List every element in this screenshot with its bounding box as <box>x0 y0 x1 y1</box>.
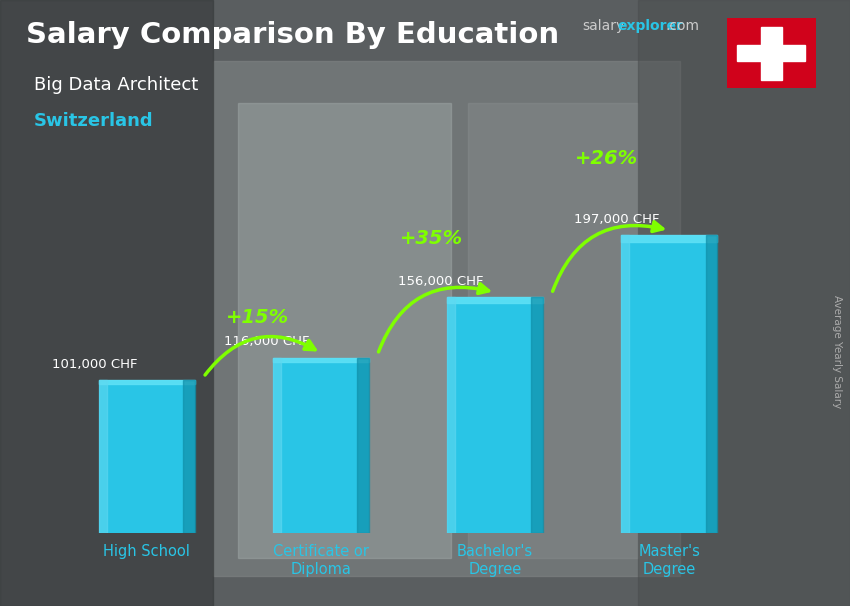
Text: 156,000 CHF: 156,000 CHF <box>399 275 484 288</box>
Bar <box>447 297 543 303</box>
Text: +35%: +35% <box>400 230 463 248</box>
Bar <box>273 358 281 533</box>
Text: Average Yearly Salary: Average Yearly Salary <box>832 295 842 408</box>
Text: Salary Comparison By Education: Salary Comparison By Education <box>26 21 558 49</box>
Bar <box>638 0 850 606</box>
Text: +15%: +15% <box>226 308 289 327</box>
Bar <box>738 45 805 61</box>
Text: salary: salary <box>582 19 625 33</box>
Bar <box>531 297 543 533</box>
Text: +26%: +26% <box>575 149 638 168</box>
Bar <box>447 297 455 533</box>
Bar <box>621 235 717 242</box>
Text: Big Data Architect: Big Data Architect <box>34 76 198 94</box>
Bar <box>212 61 680 576</box>
Bar <box>621 235 629 533</box>
Text: 116,000 CHF: 116,000 CHF <box>224 336 309 348</box>
Text: 197,000 CHF: 197,000 CHF <box>575 213 660 226</box>
Bar <box>706 235 717 533</box>
Text: 101,000 CHF: 101,000 CHF <box>52 358 138 371</box>
Bar <box>447 297 543 533</box>
Bar <box>0 0 212 606</box>
Bar <box>184 381 195 533</box>
Bar <box>273 358 369 533</box>
Bar <box>621 235 717 533</box>
Bar <box>761 27 782 79</box>
Bar <box>273 358 369 362</box>
Bar <box>357 358 369 533</box>
Bar <box>99 381 195 533</box>
Text: .com: .com <box>666 19 700 33</box>
Bar <box>468 103 638 558</box>
Bar <box>99 381 195 384</box>
Text: Switzerland: Switzerland <box>34 112 154 130</box>
Bar <box>99 381 106 533</box>
Text: explorer: explorer <box>617 19 683 33</box>
Bar <box>238 103 450 558</box>
